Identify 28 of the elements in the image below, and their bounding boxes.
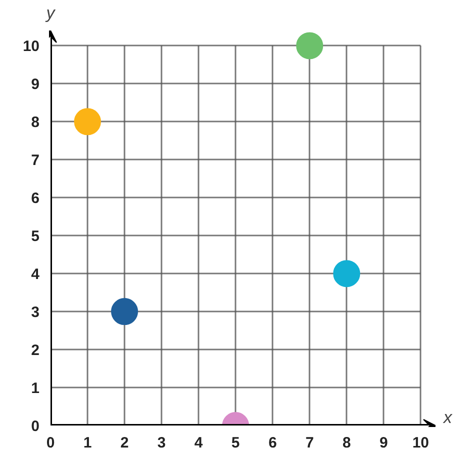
- y-tick-label: 10: [22, 38, 40, 56]
- y-axis-title: y: [45, 4, 56, 22]
- y-tick-label: 3: [31, 304, 40, 322]
- x-tick-label: 5: [231, 434, 240, 452]
- x-tick-label: 4: [194, 434, 204, 452]
- y-tick-label: 8: [31, 114, 40, 132]
- point: [296, 32, 324, 60]
- x-tick-label: 8: [342, 434, 351, 452]
- y-tick-label: 0: [31, 418, 40, 435]
- y-tick-label: 4: [31, 266, 40, 284]
- point: [333, 260, 360, 288]
- x-tick-label: 9: [380, 434, 388, 452]
- x-tick-label: 6: [268, 434, 277, 452]
- y-tick-label: 5: [31, 228, 40, 246]
- y-tick-label: 7: [31, 152, 40, 170]
- y-tick-label: 2: [31, 342, 40, 360]
- x-tick-label: 2: [120, 434, 129, 452]
- x-tick-label: 10: [412, 434, 430, 452]
- point: [111, 298, 138, 326]
- x-tick-label: 3: [157, 434, 166, 452]
- y-tick-label: 6: [31, 190, 40, 208]
- x-tick-label: 0: [46, 434, 55, 452]
- y-tick-label: 9: [31, 76, 40, 94]
- x-tick-label: 7: [305, 434, 314, 452]
- x-axis-title: x: [442, 408, 452, 428]
- x-tick-label: 1: [83, 434, 92, 452]
- y-tick-label: 1: [31, 380, 40, 398]
- point: [74, 108, 102, 136]
